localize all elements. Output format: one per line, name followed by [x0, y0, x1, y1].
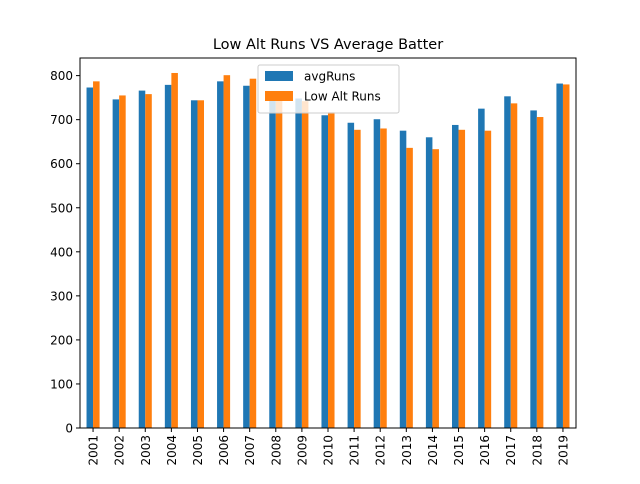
bar-low-alt-runs-2014 [432, 149, 439, 428]
x-tick-label: 2014 [426, 435, 440, 466]
bar-avgruns-2009 [295, 98, 302, 429]
bar-low-alt-runs-2018 [536, 117, 544, 429]
x-tick-label: 2005 [191, 435, 205, 466]
x-tick-label: 2001 [87, 435, 101, 466]
plot-area-frame [79, 57, 577, 429]
y-tick-label: 300 [50, 289, 73, 303]
bar-low-alt-runs-2013 [406, 147, 413, 429]
bar-low-alt-runs-2003 [145, 94, 152, 429]
y-tick-label: 400 [50, 245, 73, 259]
legend-frame [257, 64, 400, 114]
bar-avgruns-2001 [86, 87, 94, 428]
y-tick-label: 600 [50, 157, 73, 171]
bar-avgruns-2019 [556, 83, 563, 429]
x-tick-label: 2011 [348, 435, 362, 466]
bar-avgruns-2008 [269, 97, 276, 428]
bar-low-alt-runs-2009 [301, 101, 309, 429]
y-tick-label: 500 [50, 201, 73, 215]
x-tick-label: 2010 [322, 435, 336, 466]
x-tick-label: 2002 [113, 435, 127, 466]
x-tick-label: 2016 [478, 435, 492, 466]
x-tick-label: 2015 [452, 435, 466, 466]
bar-avgruns-2018 [530, 110, 537, 429]
legend-label-avgruns: avgRuns [304, 70, 355, 84]
y-tick-label: 200 [50, 333, 73, 347]
bar-avgruns-2002 [112, 99, 120, 429]
bar-low-alt-runs-2015 [458, 129, 466, 429]
bar-low-alt-runs-2012 [380, 128, 387, 429]
bar-low-alt-runs-2017 [510, 103, 518, 429]
bar-avgruns-2015 [452, 124, 459, 428]
x-tick-label: 2003 [139, 435, 153, 466]
x-tick-label: 2019 [556, 435, 570, 466]
bar-low-alt-runs-2002 [119, 95, 126, 428]
y-tick-label: 700 [50, 113, 73, 127]
x-tick-label: 2017 [504, 435, 518, 466]
bar-avgruns-2010 [321, 115, 328, 428]
bar-low-alt-runs-2006 [223, 75, 231, 429]
y-axis: 0 100 200 300 400 500 600 700 800 [50, 69, 80, 436]
bar-low-alt-runs-2007 [249, 78, 257, 428]
legend-swatch-low-alt-runs [265, 91, 293, 101]
x-tick-label: 2012 [374, 435, 388, 466]
bars-layer [86, 72, 570, 429]
bar-avgruns-2012 [373, 119, 381, 428]
chart-title: Low Alt Runs VS Average Batter [213, 37, 443, 53]
y-tick-label: 0 [65, 422, 73, 436]
y-tick-label: 800 [50, 69, 73, 83]
bar-avgruns-2004 [164, 84, 172, 429]
bar-avgruns-2007 [243, 85, 250, 428]
x-tick-label: 2004 [165, 435, 179, 466]
bar-low-alt-runs-2019 [562, 84, 570, 429]
x-axis: 2001 2002 2003 2004 2005 2006 2007 2008 2009 2010… [87, 428, 570, 466]
bar-low-alt-runs-2005 [197, 100, 204, 428]
x-tick-label: 2018 [530, 435, 544, 466]
y-tick-label: 100 [50, 377, 73, 391]
bar-avgruns-2006 [217, 81, 224, 428]
bar-avgruns-2014 [425, 137, 433, 429]
x-tick-label: 2006 [217, 435, 231, 466]
bar-low-alt-runs-2010 [328, 112, 335, 429]
x-tick-label: 2007 [243, 435, 257, 466]
legend-swatch-avgruns [265, 71, 293, 81]
bar-low-alt-runs-2016 [484, 130, 492, 428]
bar-avgruns-2017 [504, 96, 511, 428]
bar-avgruns-2013 [399, 130, 407, 428]
bar-low-alt-runs-2011 [354, 129, 361, 429]
bar-avgruns-2005 [190, 100, 198, 428]
bar-avgruns-2016 [478, 108, 485, 429]
bar-avgruns-2003 [138, 90, 146, 428]
legend-label-low-alt-runs: Low Alt Runs [304, 90, 381, 104]
bar-avgruns-2011 [347, 122, 355, 428]
x-tick-label: 2013 [400, 435, 414, 466]
bar-low-alt-runs-2008 [275, 97, 283, 428]
x-tick-label: 2008 [269, 435, 283, 466]
bar-low-alt-runs-2004 [171, 72, 178, 428]
bar-low-alt-runs-2001 [93, 81, 100, 428]
legend: avgRuns Low Alt Runs [257, 64, 400, 114]
x-tick-label: 2009 [295, 435, 309, 466]
